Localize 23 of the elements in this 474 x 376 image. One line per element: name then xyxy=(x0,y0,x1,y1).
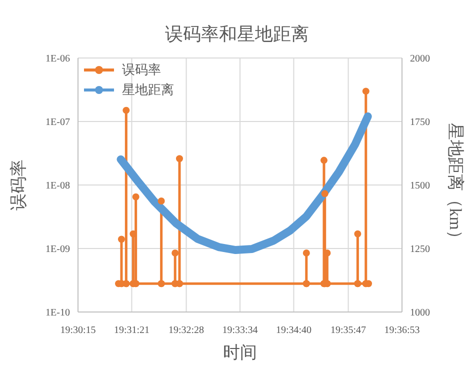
y2-tick-label: 1500 xyxy=(410,180,430,192)
y2-tick-label: 1250 xyxy=(410,244,430,256)
x-tick-label: 19:35:47 xyxy=(330,325,366,336)
legend-label: 星地距离 xyxy=(122,81,174,99)
y2-tick-label: 1750 xyxy=(410,117,430,128)
chart-title: 误码率和星地距离 xyxy=(164,23,310,46)
x-tick-label: 19:34:40 xyxy=(276,325,312,336)
y-tick-label: 1E-09 xyxy=(46,244,70,256)
legend-label: 误码率 xyxy=(122,61,161,79)
x-tick-label: 19:32:28 xyxy=(168,325,204,336)
y-tick-label: 1E-07 xyxy=(46,117,70,128)
y2-tick-label: 1000 xyxy=(410,308,430,319)
y-tick-label: 1E-10 xyxy=(46,308,70,319)
x-tick-label: 19:36:53 xyxy=(384,325,420,336)
y-axis-title: 误码率 xyxy=(9,160,28,210)
y-tick-label: 1E-08 xyxy=(46,180,70,192)
y2-tick-label: 2000 xyxy=(410,54,430,65)
y-tick-label: 1E-06 xyxy=(46,54,70,65)
x-tick-label: 19:30:15 xyxy=(60,325,96,336)
x-axis-title: 时间 xyxy=(223,343,257,362)
x-tick-label: 19:31:21 xyxy=(114,325,150,336)
x-tick-label: 19:33:34 xyxy=(222,325,258,336)
y2-axis-title: 星地距离（km） xyxy=(446,123,465,247)
